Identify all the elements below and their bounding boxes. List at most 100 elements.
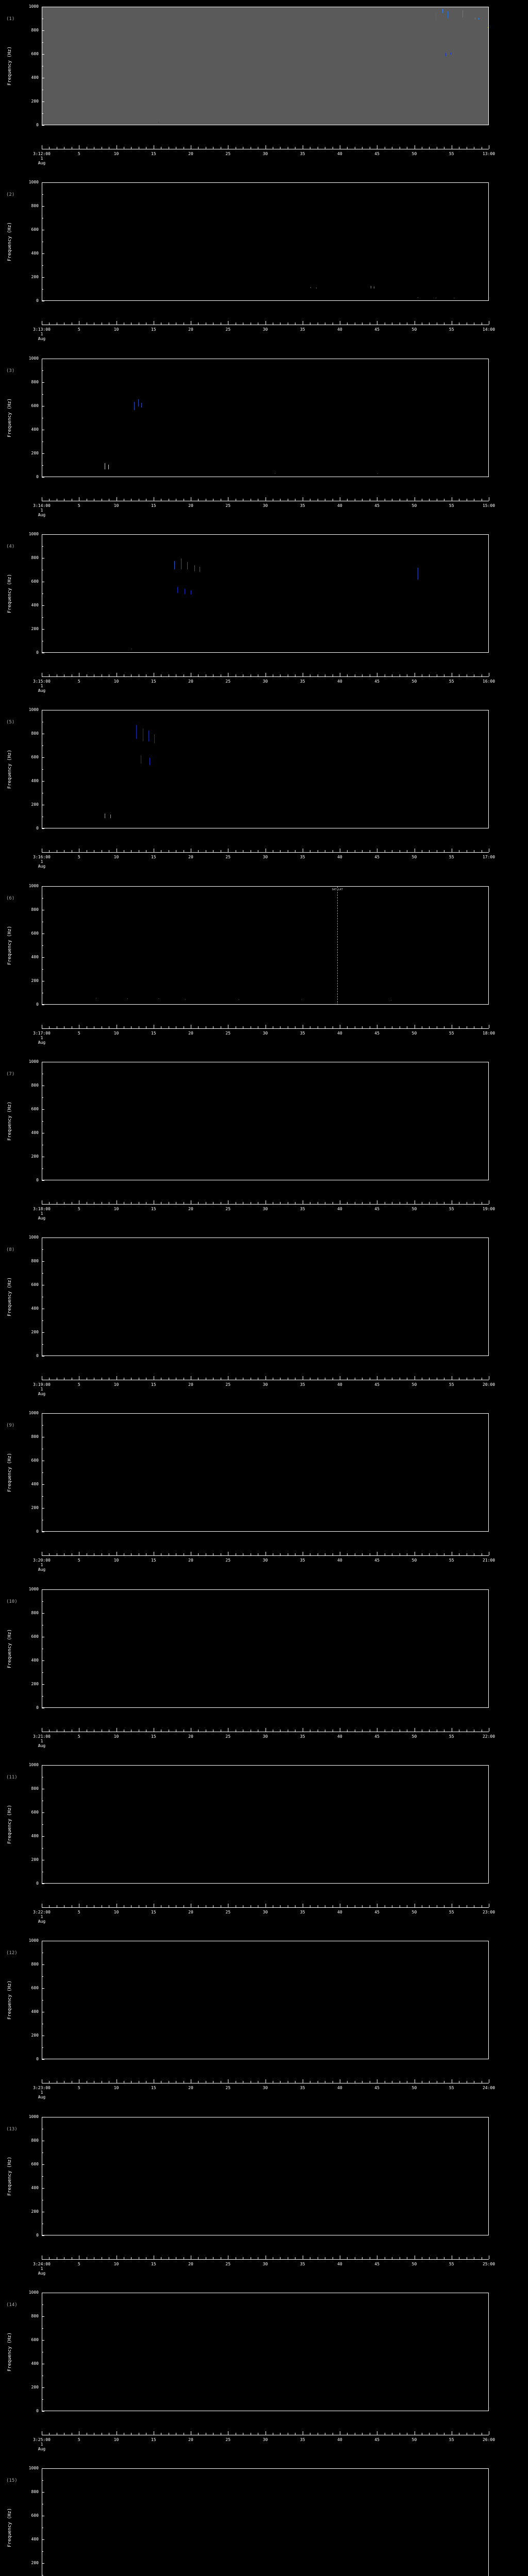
x-tick-label: 30 bbox=[262, 1910, 268, 1914]
x-tick-mark-minor bbox=[347, 2433, 348, 2435]
x-tick-label: 15 bbox=[151, 327, 156, 332]
y-tick-label: 200 bbox=[31, 1857, 39, 1862]
x-tick-label: 20 bbox=[188, 1382, 193, 1387]
x-tick-label: 35 bbox=[300, 679, 305, 684]
x-axis-labels: 3:17:00 5 10 15 20 25 30 35 40 45 50 55 18:00 1 Aug bbox=[0, 1031, 528, 1045]
x-tick-mark-minor bbox=[347, 1730, 348, 1732]
x-tick-label: 35 bbox=[300, 1207, 305, 1211]
x-tick-label: 5 bbox=[77, 1910, 80, 1914]
y-tick-mark bbox=[42, 1836, 44, 1837]
y-tick-label: 800 bbox=[31, 1962, 39, 1967]
y-tick-label: 400 bbox=[31, 1834, 39, 1838]
event-mark bbox=[148, 731, 150, 741]
x-tick-mark-minor bbox=[429, 2433, 430, 2435]
y-axis-labels: 0 200 400 600 800 1000 bbox=[0, 2291, 41, 2413]
x-tick-mark-minor bbox=[198, 1553, 199, 1555]
y-tick-label: 200 bbox=[31, 1154, 39, 1159]
y-tick-label: 200 bbox=[31, 2385, 39, 2389]
x-tick-label: 10 bbox=[113, 1031, 119, 1036]
x-tick-label: 10 bbox=[113, 151, 119, 156]
y-tick-mark bbox=[42, 30, 44, 31]
x-tick-label: 3:21:00 bbox=[33, 1734, 51, 1739]
x-tick-mark-minor bbox=[429, 323, 430, 325]
x-tick-mark-minor bbox=[429, 2081, 430, 2083]
x-tick-label: 30 bbox=[262, 2437, 268, 2442]
x-tick-mark-minor bbox=[429, 674, 430, 676]
y-tick-label: 200 bbox=[31, 626, 39, 631]
x-tick-label: 10 bbox=[113, 1734, 119, 1739]
x-tick-label: 25:00 bbox=[482, 2262, 496, 2266]
x-tick-label: 45 bbox=[374, 855, 380, 859]
panel-10: (10) 0 200 400 600 800 1000 Frequency (Hz) 3:21:… bbox=[0, 1583, 528, 1758]
panel-12: (12) 0 200 400 600 800 1000 Frequency (Hz) 3:23:… bbox=[0, 1934, 528, 2110]
y-axis-title: Frequency (Hz) bbox=[7, 574, 12, 613]
x-tick-label: 55 bbox=[449, 679, 454, 684]
x-tick-label: 25 bbox=[225, 855, 231, 859]
x-tick-label: 50 bbox=[411, 2262, 417, 2266]
plot-data-layer bbox=[42, 710, 488, 828]
y-tick-label: 600 bbox=[31, 52, 39, 56]
x-tick-mark-minor bbox=[347, 850, 348, 852]
x-tick-mark-minor bbox=[198, 323, 199, 325]
x-tick-label: 30 bbox=[262, 151, 268, 156]
x-tick-label: 13:00 bbox=[482, 151, 496, 156]
y-tick-mark-minor bbox=[42, 2551, 43, 2552]
x-tick-mark-minor bbox=[429, 1730, 430, 1732]
y-tick-label: 200 bbox=[31, 1330, 39, 1334]
y-tick-label: 1000 bbox=[28, 356, 39, 361]
y-tick-label: 800 bbox=[31, 1259, 39, 1263]
y-tick-label: 1000 bbox=[28, 1938, 39, 1943]
y-tick-label: 0 bbox=[36, 1002, 39, 1007]
y-tick-mark bbox=[42, 2387, 44, 2388]
x-axis-date-day: 1 bbox=[40, 684, 43, 688]
event-mark bbox=[316, 287, 317, 289]
y-axis-labels: 0 200 400 600 800 1000 bbox=[0, 1235, 41, 1358]
y-axis-labels: 0 200 400 600 800 1000 bbox=[0, 708, 41, 831]
x-tick-mark-minor bbox=[429, 147, 430, 149]
plot-area bbox=[42, 2117, 489, 2235]
y-tick-mark bbox=[42, 2563, 44, 2564]
x-tick-label: 5 bbox=[77, 679, 80, 684]
y-tick-mark-minor bbox=[42, 1472, 43, 1473]
x-tick-label: 45 bbox=[374, 2437, 380, 2442]
y-tick-label: 600 bbox=[31, 2337, 39, 2342]
x-tick-label: 40 bbox=[337, 327, 342, 332]
y-tick-mark-minor bbox=[42, 289, 43, 290]
x-tick-label: 55 bbox=[449, 1734, 454, 1739]
x-axis-date-month: Aug bbox=[38, 336, 46, 341]
y-tick-label: 600 bbox=[31, 579, 39, 584]
y-tick-mark-minor bbox=[42, 265, 43, 266]
x-tick-label: 30 bbox=[262, 1382, 268, 1387]
x-tick-mark-minor bbox=[347, 2081, 348, 2083]
x-axis-date-month: Aug bbox=[38, 1392, 46, 1396]
x-tick-label: 35 bbox=[300, 2437, 305, 2442]
y-tick-label: 200 bbox=[31, 2561, 39, 2565]
x-axis-labels: 3:25:00 5 10 15 20 25 30 35 40 45 50 55 26:00 1 Aug bbox=[0, 2437, 528, 2451]
y-tick-mark bbox=[42, 2188, 44, 2189]
event-mark bbox=[110, 815, 111, 819]
x-tick-mark-minor bbox=[198, 1202, 199, 1204]
y-tick-mark bbox=[42, 757, 44, 758]
y-tick-label: 1000 bbox=[28, 2114, 39, 2119]
x-tick-mark-minor bbox=[49, 1730, 50, 1732]
y-tick-mark-minor bbox=[42, 113, 43, 114]
y-tick-label: 800 bbox=[31, 2314, 39, 2318]
y-tick-mark bbox=[42, 1508, 44, 1509]
x-tick-label: 5 bbox=[77, 503, 80, 508]
x-tick-mark-minor bbox=[49, 147, 50, 149]
y-tick-mark bbox=[42, 101, 44, 102]
y-tick-mark bbox=[42, 1413, 44, 1414]
y-tick-label: 800 bbox=[31, 2489, 39, 2494]
x-tick-mark-minor bbox=[49, 1553, 50, 1555]
event-mark bbox=[158, 998, 159, 999]
x-tick-label: 40 bbox=[337, 1382, 342, 1387]
y-tick-label: 0 bbox=[36, 474, 39, 479]
y-tick-label: 600 bbox=[31, 2513, 39, 2518]
x-axis-date-month: Aug bbox=[38, 2095, 46, 2099]
y-tick-label: 400 bbox=[31, 1130, 39, 1135]
event-mark bbox=[138, 399, 139, 406]
y-tick-mark-minor bbox=[42, 1672, 43, 1673]
plot-area bbox=[42, 7, 489, 125]
x-tick-label: 25 bbox=[225, 1910, 231, 1914]
